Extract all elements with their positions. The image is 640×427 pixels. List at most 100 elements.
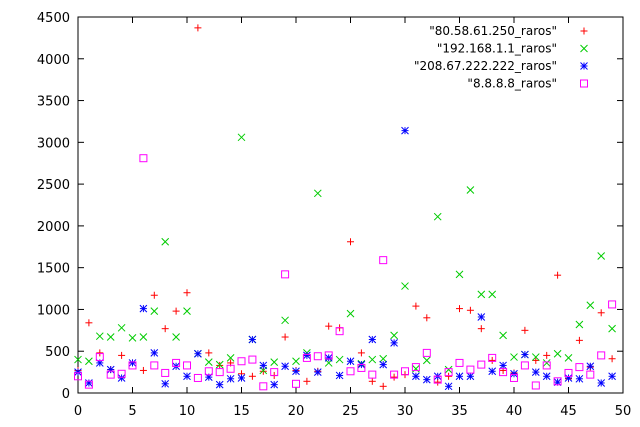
axis-ticks: 0 5 10 15 20 25 30 35 40 45 5005001000150020002500… xyxy=(37,11,631,419)
point-series-3 xyxy=(335,327,344,336)
point-series-2 xyxy=(117,374,126,382)
point-series-3 xyxy=(324,351,333,360)
legend-label: "80.58.61.250_raros" xyxy=(429,24,557,38)
point-series-0 xyxy=(303,377,311,385)
point-series-1 xyxy=(281,316,289,325)
point-series-0 xyxy=(390,373,398,381)
point-series-2 xyxy=(390,339,398,347)
point-series-1 xyxy=(597,252,606,260)
point-series-0 xyxy=(118,351,126,359)
point-series-3 xyxy=(150,361,159,370)
point-series-1 xyxy=(204,358,213,366)
legend-marker xyxy=(580,62,588,70)
point-series-3 xyxy=(401,367,409,376)
point-series-3 xyxy=(520,361,529,370)
point-series-2 xyxy=(74,368,82,376)
point-series-3 xyxy=(357,363,366,372)
point-series-2 xyxy=(281,362,289,371)
x-tick-label: 45 xyxy=(560,404,577,419)
point-series-1 xyxy=(292,357,300,366)
point-series-3 xyxy=(292,379,300,388)
point-series-0 xyxy=(445,372,453,380)
point-series-0 xyxy=(325,322,333,330)
point-series-3 xyxy=(161,368,170,377)
point-series-0 xyxy=(543,351,551,359)
point-series-3 xyxy=(313,352,322,361)
series-2 xyxy=(74,126,616,391)
point-series-1 xyxy=(172,333,180,341)
y-tick-label: 2500 xyxy=(37,178,70,193)
point-series-2 xyxy=(597,379,606,387)
point-series-3 xyxy=(117,369,126,378)
point-series-0 xyxy=(357,349,365,357)
point-series-0 xyxy=(488,356,496,364)
point-series-1 xyxy=(586,301,595,310)
point-series-1 xyxy=(85,357,93,366)
point-series-2 xyxy=(379,360,388,369)
point-series-2 xyxy=(292,367,300,376)
point-series-1 xyxy=(74,355,82,364)
point-series-1 xyxy=(150,307,159,315)
point-series-1 xyxy=(390,331,398,340)
point-series-1 xyxy=(106,333,115,341)
x-tick-label: 50 xyxy=(615,404,632,419)
point-series-2 xyxy=(85,379,93,387)
point-series-1 xyxy=(412,364,420,373)
y-tick-label: 0 xyxy=(62,387,70,402)
x-tick-label: 35 xyxy=(451,404,468,419)
point-series-1 xyxy=(564,354,573,362)
point-series-3 xyxy=(139,154,148,163)
point-series-2 xyxy=(215,380,224,389)
point-series-0 xyxy=(379,382,387,390)
point-series-1 xyxy=(183,307,191,315)
point-series-2 xyxy=(313,368,322,376)
point-series-0 xyxy=(194,24,202,32)
point-series-1 xyxy=(608,324,616,333)
point-series-2 xyxy=(564,374,573,382)
legend: "80.58.61.250_raros" "192.168.1.1_raros" "… xyxy=(414,24,588,91)
point-series-0 xyxy=(96,349,104,357)
point-series-2 xyxy=(368,335,377,344)
point-series-1 xyxy=(401,282,409,290)
point-series-2 xyxy=(346,357,355,366)
point-series-2 xyxy=(455,372,464,381)
point-series-1 xyxy=(477,290,486,299)
point-series-3 xyxy=(226,364,235,373)
point-series-1 xyxy=(128,333,137,342)
x-tick-label: 40 xyxy=(506,404,523,419)
point-series-2 xyxy=(586,362,595,371)
point-series-0 xyxy=(477,325,485,333)
point-series-0 xyxy=(183,289,191,297)
point-series-3 xyxy=(74,372,82,381)
point-series-3 xyxy=(477,360,486,369)
point-series-0 xyxy=(412,302,420,310)
point-series-2 xyxy=(194,349,202,358)
point-series-1 xyxy=(139,333,148,341)
series-1 xyxy=(74,133,616,375)
point-series-1 xyxy=(575,320,584,329)
point-series-2 xyxy=(477,313,486,321)
point-series-2 xyxy=(608,372,616,381)
point-series-2 xyxy=(499,361,507,370)
point-series-0 xyxy=(347,238,354,246)
point-series-1 xyxy=(510,353,518,361)
point-series-3 xyxy=(390,370,399,379)
point-series-3 xyxy=(510,373,518,382)
point-series-3 xyxy=(215,368,224,377)
point-series-0 xyxy=(259,367,267,375)
point-series-1 xyxy=(313,189,322,198)
legend-marker xyxy=(580,27,588,35)
point-series-3 xyxy=(586,370,595,379)
point-series-0 xyxy=(85,319,93,327)
point-series-3 xyxy=(368,370,377,379)
point-series-3 xyxy=(531,381,540,390)
legend-marker xyxy=(580,79,588,88)
point-series-1 xyxy=(368,355,377,364)
point-series-2 xyxy=(575,374,584,383)
point-series-1 xyxy=(226,354,235,362)
point-series-3 xyxy=(270,368,279,377)
point-series-1 xyxy=(270,358,279,366)
point-series-3 xyxy=(237,357,246,366)
point-series-1 xyxy=(542,359,551,367)
x-tick-label: 30 xyxy=(397,404,414,419)
